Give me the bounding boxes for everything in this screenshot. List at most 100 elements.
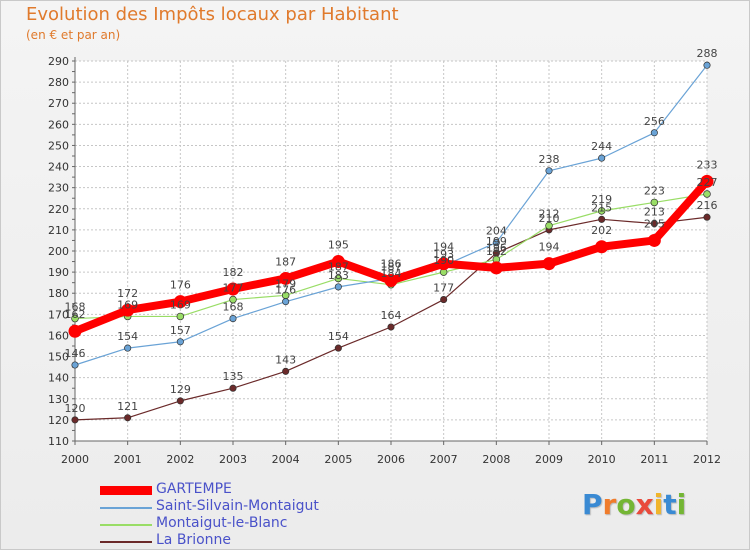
data-label-saint-silvain-2001: 154 bbox=[117, 330, 138, 343]
data-label-la-brionne-2009: 210 bbox=[539, 212, 560, 225]
x-tick-label-2009: 2009 bbox=[535, 453, 563, 466]
point-gartempe-2008 bbox=[489, 261, 503, 275]
data-label-la-brionne-2010: 215 bbox=[591, 201, 612, 214]
data-label-la-brionne-2003: 135 bbox=[223, 370, 244, 383]
point-la-brionne-2007 bbox=[440, 296, 448, 304]
point-la-brionne-2003 bbox=[229, 384, 237, 392]
data-label-gartempe-2005: 195 bbox=[328, 239, 349, 252]
x-tick-label-2001: 2001 bbox=[114, 453, 142, 466]
point-montaigut-2011 bbox=[650, 198, 659, 207]
data-label-gartempe-2003: 182 bbox=[223, 266, 244, 279]
data-label-montaigut-2008: 196 bbox=[486, 241, 507, 254]
x-tick-label-2007: 2007 bbox=[430, 453, 458, 466]
data-label-gartempe-2009: 194 bbox=[539, 241, 560, 254]
data-label-la-brionne-2001: 121 bbox=[117, 400, 138, 413]
data-label-montaigut-2007: 190 bbox=[433, 254, 454, 267]
point-la-brionne-2001 bbox=[124, 414, 132, 422]
data-label-gartempe-2010: 202 bbox=[591, 224, 612, 237]
point-la-brionne-2011 bbox=[650, 220, 658, 228]
data-label-la-brionne-2005: 154 bbox=[328, 330, 349, 343]
data-label-montaigut-2000: 168 bbox=[65, 301, 86, 314]
point-gartempe-2003 bbox=[226, 282, 240, 296]
y-tick-label-260: 260 bbox=[48, 118, 69, 131]
point-gartempe-2010 bbox=[595, 240, 609, 254]
data-label-saint-silvain-2007: 193 bbox=[433, 248, 454, 261]
point-saint-silvain-2000 bbox=[71, 361, 79, 369]
data-label-saint-silvain-2009: 238 bbox=[539, 153, 560, 166]
point-gartempe-2000 bbox=[68, 324, 82, 338]
point-gartempe-2006 bbox=[384, 274, 398, 288]
y-tick-label-180: 180 bbox=[48, 287, 69, 300]
data-label-la-brionne-2002: 129 bbox=[170, 383, 191, 396]
y-tick-label-230: 230 bbox=[48, 182, 69, 195]
data-label-saint-silvain-2002: 157 bbox=[170, 324, 191, 337]
y-tick-label-160: 160 bbox=[48, 329, 69, 342]
point-gartempe-2011 bbox=[647, 233, 661, 247]
x-tick-label-2011: 2011 bbox=[640, 453, 668, 466]
point-montaigut-2010 bbox=[597, 207, 606, 215]
point-gartempe-2002 bbox=[173, 295, 187, 309]
point-gartempe-2012 bbox=[700, 174, 714, 188]
data-label-montaigut-2004: 179 bbox=[275, 277, 296, 290]
y-tick-label-170: 170 bbox=[48, 308, 69, 321]
x-tick-label-2012: 2012 bbox=[693, 453, 721, 466]
logo-letter: r bbox=[602, 488, 617, 521]
axes: 1101201301401501601701801902002102202302… bbox=[48, 55, 721, 466]
data-label-montaigut-2010: 219 bbox=[591, 193, 612, 206]
data-label-montaigut-2001: 169 bbox=[117, 298, 138, 311]
data-label-la-brionne-2006: 164 bbox=[381, 309, 402, 322]
data-label-saint-silvain-2006: 187 bbox=[381, 260, 402, 273]
point-la-brionne-2000 bbox=[71, 416, 79, 424]
logo-letter: i bbox=[653, 488, 664, 521]
point-la-brionne-2004 bbox=[282, 367, 290, 375]
data-label-montaigut-2002: 169 bbox=[170, 298, 191, 311]
point-saint-silvain-2001 bbox=[124, 344, 132, 352]
point-saint-silvain-2008 bbox=[492, 239, 500, 247]
x-tick-label-2008: 2008 bbox=[482, 453, 510, 466]
x-tick-label-2005: 2005 bbox=[324, 453, 352, 466]
point-la-brionne-2005 bbox=[334, 344, 342, 352]
data-label-saint-silvain-2012: 288 bbox=[697, 47, 718, 60]
y-tick-label-280: 280 bbox=[48, 76, 69, 89]
data-label-gartempe-2008: 192 bbox=[486, 245, 507, 258]
point-gartempe-2007 bbox=[437, 257, 451, 271]
legend-swatch-saint-silvain bbox=[100, 507, 152, 509]
point-la-brionne-2002 bbox=[176, 397, 184, 405]
legend-swatch-la-brionne bbox=[100, 541, 152, 543]
legend-label-montaigut: Montaigut-le-Blanc bbox=[156, 515, 288, 531]
x-tick-label-2010: 2010 bbox=[588, 453, 616, 466]
point-saint-silvain-2011 bbox=[650, 129, 658, 137]
data-label-saint-silvain-2005: 183 bbox=[328, 269, 349, 282]
data-labels: 120 121 129 135 143 154 164 177 199 210 215 213 216 1… bbox=[65, 47, 718, 415]
x-tick-label-2004: 2004 bbox=[272, 453, 300, 466]
y-tick-label-110: 110 bbox=[48, 435, 69, 448]
data-label-la-brionne-2007: 177 bbox=[433, 282, 454, 295]
logo-letter: i bbox=[676, 488, 687, 521]
y-tick-label-200: 200 bbox=[48, 245, 69, 258]
logo-letter: t bbox=[663, 488, 677, 521]
legend-swatch-gartempe bbox=[100, 486, 152, 495]
data-label-gartempe-2012: 233 bbox=[697, 158, 718, 171]
x-tick-label-2003: 2003 bbox=[219, 453, 247, 466]
data-label-montaigut-2006: 184 bbox=[381, 267, 402, 280]
point-saint-silvain-2002 bbox=[176, 338, 184, 346]
point-montaigut-2003 bbox=[229, 295, 237, 304]
data-label-saint-silvain-2010: 244 bbox=[591, 140, 612, 153]
data-label-la-brionne-2000: 120 bbox=[65, 402, 86, 415]
data-label-saint-silvain-2008: 204 bbox=[486, 225, 507, 238]
legend-label-saint-silvain: Saint-Silvain-Montaigut bbox=[156, 498, 319, 514]
point-la-brionne-2006 bbox=[387, 323, 395, 331]
point-gartempe-2009 bbox=[542, 257, 556, 271]
logo-letter: P bbox=[582, 488, 603, 521]
point-montaigut-2005 bbox=[334, 274, 343, 283]
data-label-saint-silvain-2011: 256 bbox=[644, 115, 665, 128]
point-saint-silvain-2003 bbox=[229, 315, 237, 323]
data-label-saint-silvain-2000: 146 bbox=[65, 347, 86, 360]
x-tick-label-2006: 2006 bbox=[377, 453, 405, 466]
point-montaigut-2012 bbox=[703, 190, 711, 198]
data-label-la-brionne-2012: 216 bbox=[697, 199, 718, 212]
y-tick-label-270: 270 bbox=[48, 97, 69, 110]
logo-letter: o bbox=[616, 488, 636, 521]
y-tick-label-210: 210 bbox=[48, 224, 69, 237]
proxiti-logo: Proxiti bbox=[582, 488, 686, 521]
